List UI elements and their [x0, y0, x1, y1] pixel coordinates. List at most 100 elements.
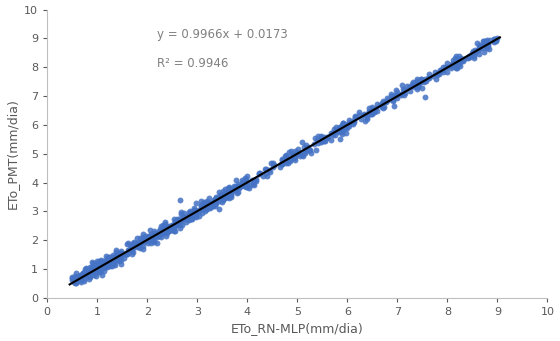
Point	[286, 148, 295, 153]
Point	[202, 207, 211, 212]
Point	[348, 121, 357, 126]
Point	[96, 262, 105, 268]
Point	[147, 234, 156, 240]
Point	[177, 217, 186, 223]
Point	[204, 205, 213, 210]
Point	[95, 268, 104, 273]
Point	[179, 216, 188, 221]
Point	[365, 108, 374, 114]
Point	[491, 37, 500, 43]
Point	[307, 150, 316, 155]
Point	[106, 258, 115, 264]
Point	[135, 242, 144, 248]
Point	[169, 222, 178, 227]
Point	[209, 204, 218, 209]
Point	[337, 122, 346, 128]
Point	[223, 190, 232, 195]
Point	[116, 248, 125, 253]
Point	[282, 158, 291, 164]
Point	[139, 240, 148, 245]
Point	[319, 135, 328, 140]
Point	[105, 256, 114, 262]
Point	[76, 279, 85, 285]
Point	[258, 173, 267, 179]
Point	[399, 92, 408, 98]
Point	[96, 258, 105, 263]
Point	[190, 208, 199, 213]
Point	[365, 111, 374, 117]
Point	[240, 176, 249, 181]
Point	[123, 241, 132, 247]
Point	[101, 261, 110, 267]
Point	[251, 176, 260, 181]
Point	[483, 45, 492, 50]
Point	[489, 37, 498, 42]
Point	[324, 135, 333, 140]
Point	[393, 89, 402, 95]
Point	[131, 243, 140, 249]
Point	[72, 278, 81, 283]
Point	[147, 240, 156, 246]
Point	[454, 56, 463, 61]
Point	[151, 230, 160, 236]
Point	[304, 147, 313, 152]
Point	[192, 201, 200, 206]
Point	[473, 47, 482, 53]
Point	[129, 240, 138, 246]
Point	[207, 204, 216, 209]
Point	[174, 221, 183, 226]
Point	[211, 201, 220, 206]
Point	[287, 152, 296, 157]
Point	[313, 137, 322, 143]
Point	[96, 263, 105, 269]
Point	[165, 223, 174, 228]
Point	[237, 177, 246, 182]
Point	[73, 275, 82, 280]
Point	[225, 186, 234, 191]
Point	[139, 236, 148, 241]
Point	[157, 231, 166, 236]
Point	[337, 127, 346, 132]
Point	[491, 38, 500, 43]
Point	[104, 254, 113, 260]
Point	[399, 88, 408, 93]
Point	[70, 281, 79, 286]
Point	[471, 50, 480, 56]
Point	[169, 216, 178, 221]
Point	[89, 269, 98, 275]
Point	[372, 108, 381, 114]
Point	[101, 261, 110, 266]
Point	[316, 133, 325, 139]
Point	[162, 231, 171, 236]
Point	[86, 267, 95, 273]
Point	[389, 93, 398, 99]
Point	[432, 73, 441, 78]
Point	[249, 179, 258, 184]
Point	[138, 247, 147, 252]
Point	[87, 266, 96, 272]
Point	[80, 278, 88, 283]
Point	[130, 241, 139, 247]
Point	[447, 61, 456, 66]
Point	[119, 252, 128, 257]
Point	[230, 185, 239, 191]
Point	[92, 258, 101, 263]
Point	[298, 139, 307, 145]
Point	[379, 98, 388, 104]
Point	[85, 265, 94, 270]
Point	[76, 272, 85, 278]
Point	[123, 252, 132, 257]
Point	[148, 234, 157, 240]
Point	[447, 63, 456, 69]
Point	[286, 158, 295, 164]
Point	[456, 59, 465, 65]
Point	[207, 202, 216, 207]
Point	[456, 55, 465, 61]
Point	[94, 265, 103, 270]
Point	[220, 193, 228, 198]
Point	[205, 205, 214, 210]
Point	[453, 65, 462, 71]
Point	[115, 252, 124, 258]
Point	[223, 185, 232, 191]
Point	[276, 164, 284, 169]
